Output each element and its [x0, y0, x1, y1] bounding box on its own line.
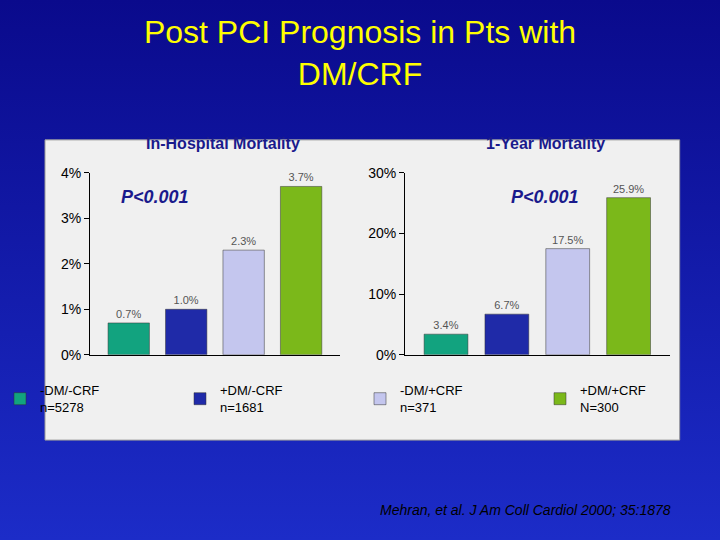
- svg-text:20%: 20%: [368, 225, 396, 241]
- svg-text:10%: 10%: [368, 286, 396, 302]
- svg-text:P<0.001: P<0.001: [121, 187, 189, 207]
- svg-text:17.5%: 17.5%: [552, 234, 583, 246]
- svg-text:6.7%: 6.7%: [494, 299, 519, 311]
- svg-text:0%: 0%: [376, 347, 396, 363]
- svg-text:4%: 4%: [61, 165, 81, 181]
- svg-text:3.7%: 3.7%: [288, 171, 313, 183]
- svg-text:+DM/-CRFn=1681: +DM/-CRFn=1681: [220, 383, 283, 415]
- svg-text:2%: 2%: [61, 256, 81, 272]
- svg-text:P<0.001: P<0.001: [511, 187, 579, 207]
- svg-text:2.3%: 2.3%: [231, 235, 256, 247]
- svg-text:25.9%: 25.9%: [613, 183, 644, 195]
- svg-text:-DM/-CRFn=5278: -DM/-CRFn=5278: [40, 383, 99, 415]
- svg-text:In-Hospital Mortality: In-Hospital Mortality: [146, 135, 300, 152]
- svg-text:3%: 3%: [61, 210, 81, 226]
- svg-text:Mehran, et al. J Am Coll Cardi: Mehran, et al. J Am Coll Cardiol 2000; 3…: [380, 502, 671, 518]
- svg-text:0.7%: 0.7%: [116, 308, 141, 320]
- svg-text:Post PCI Prognosis in Pts with: Post PCI Prognosis in Pts withDM/CRF: [144, 14, 576, 92]
- svg-text:1%: 1%: [61, 301, 81, 317]
- svg-text:0%: 0%: [61, 347, 81, 363]
- svg-text:3.4%: 3.4%: [433, 319, 458, 331]
- svg-text:-DM/+CRFn=371: -DM/+CRFn=371: [400, 383, 463, 415]
- svg-text:1-Year Mortality: 1-Year Mortality: [486, 135, 605, 152]
- svg-text:30%: 30%: [368, 165, 396, 181]
- svg-text:+DM/+CRFN=300: +DM/+CRFN=300: [580, 383, 646, 415]
- svg-text:1.0%: 1.0%: [174, 294, 199, 306]
